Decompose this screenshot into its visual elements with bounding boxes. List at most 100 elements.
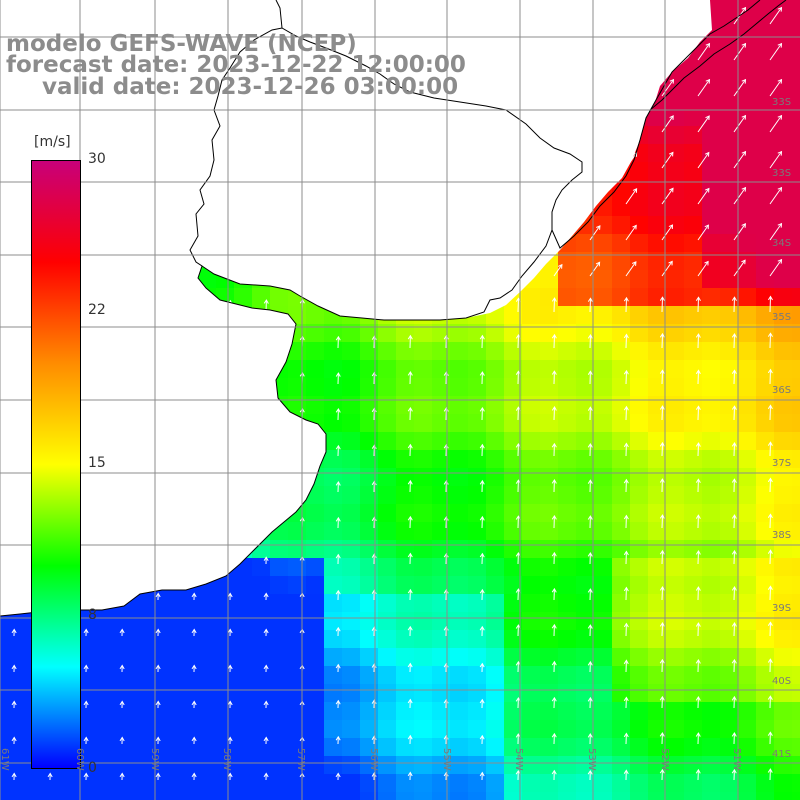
wind-cell [612,324,630,342]
wind-cell [702,360,720,378]
wind-cell [0,720,18,738]
wind-cell [324,486,342,504]
wind-cell [144,666,162,684]
wind-arrow-head [335,372,341,377]
wind-cell [792,612,800,630]
wind-cell [630,414,648,432]
wind-cell [522,792,540,800]
wind-arrow-head [741,42,747,48]
wind-cell [666,522,684,540]
wind-cell [558,540,576,558]
wind-arrow-head [551,406,557,411]
wind-cell [738,198,756,216]
wind-arrow-head [407,662,413,668]
wind-cell [558,792,576,800]
wind-arrow-head [587,370,593,376]
wind-cell [162,630,180,648]
wind-cell [648,504,666,522]
wind-cell [774,648,792,666]
wind-cell [0,738,18,756]
wind-arrow [697,406,699,421]
wind-cell [252,612,270,630]
wind-cell [720,540,738,558]
wind-cell [432,774,450,792]
wind-cell [558,342,576,360]
wind-cell [648,414,666,432]
wind-cell [702,504,720,522]
wind-cell [432,720,450,738]
wind-arrow-head [741,114,747,120]
wind-cell [522,306,540,324]
wind-arrow-head [155,700,161,706]
wind-cell [738,360,756,378]
wind-cell [288,792,306,800]
wind-cell [324,612,342,630]
wind-cell [594,432,612,450]
wind-arrow-head [407,771,413,777]
wind-arrow-head [47,772,53,778]
wind-cell [702,666,720,684]
wind-cell [432,738,450,756]
wind-arrow-head [623,586,629,592]
lat-label: 35S [772,312,792,323]
wind-arrow-head [767,549,773,554]
wind-cell [126,630,144,648]
wind-arrow-head [659,622,665,627]
wind-cell [18,774,36,792]
wind-cell [738,468,756,486]
wind-cell [378,540,396,558]
wind-cell [774,306,792,324]
wind-cell [684,270,702,288]
wind-cell [126,756,144,774]
wind-arrow-head [623,659,629,665]
wind-cell [702,756,720,774]
wind-cell [792,738,800,756]
wind-cell [774,612,792,630]
wind-cell [576,684,594,702]
wind-arrow [553,264,563,277]
wind-arrow [733,406,735,421]
wind-cell [702,342,720,360]
wind-arrow-head [704,224,709,230]
wind-cell [288,522,306,540]
wind-cell [450,684,468,702]
wind-cell [576,324,594,342]
wind-arrow-head [695,405,701,411]
wind-cell [270,540,288,558]
wind-arrow-head [551,732,557,738]
wind-cell [288,576,306,594]
wind-cell [702,270,720,288]
wind-cell [342,396,360,414]
wind-cell [468,720,486,738]
wind-cell [522,594,540,612]
wind-cell [90,756,108,774]
wind-cell [180,756,198,774]
wind-cell [414,612,432,630]
wind-cell [720,252,738,270]
wind-cell [666,540,684,558]
wind-cell [216,774,234,792]
wind-cell [612,450,630,468]
wind-arrow-head [83,772,89,778]
wind-cell [36,774,54,792]
wind-cell [378,414,396,432]
wind-cell [630,720,648,738]
wind-cell [450,792,468,800]
wind-cell [666,360,684,378]
wind-arrow-head [623,622,629,628]
wind-arrow-head [777,258,783,264]
wind-cell [522,558,540,576]
wind-cell [684,360,702,378]
wind-cell [342,702,360,720]
wind-cell [738,180,756,198]
wind-cell [720,558,738,576]
wind-cell [450,756,468,774]
wind-cell [702,180,720,198]
wind-cell [324,504,342,522]
wind-cell [486,360,504,378]
wind-arrow-head [551,769,557,775]
wind-cell [576,342,594,360]
wind-arrow-head [659,514,665,519]
wind-cell [774,270,792,288]
wind-cell [540,414,558,432]
